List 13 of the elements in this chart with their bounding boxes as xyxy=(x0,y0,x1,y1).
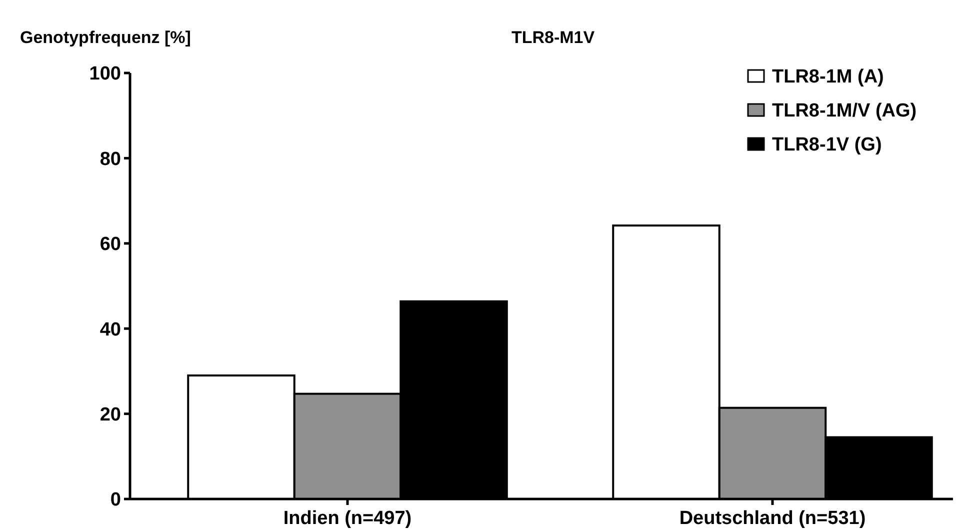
x-tick-label: Indien (n=497) xyxy=(283,508,412,529)
legend-label: TLR8-1M/V (AG) xyxy=(772,100,917,122)
y-tick-label: 60 xyxy=(100,234,121,256)
legend-label: TLR8-1V (G) xyxy=(772,134,882,156)
chart-title: TLR8-M1V xyxy=(511,28,596,47)
y-tick-label: 0 xyxy=(110,490,121,511)
y-tick-label: 20 xyxy=(100,404,121,426)
y-tick-label: 40 xyxy=(100,319,121,340)
x-tick-label: Deutschland (n=531) xyxy=(679,508,866,529)
y-axis-title: Genotypfrequenz [%] xyxy=(20,28,191,47)
y-tick-label: 80 xyxy=(100,148,121,170)
legend-label: TLR8-1M (A) xyxy=(772,66,884,88)
y-tick-label: 100 xyxy=(89,64,121,85)
